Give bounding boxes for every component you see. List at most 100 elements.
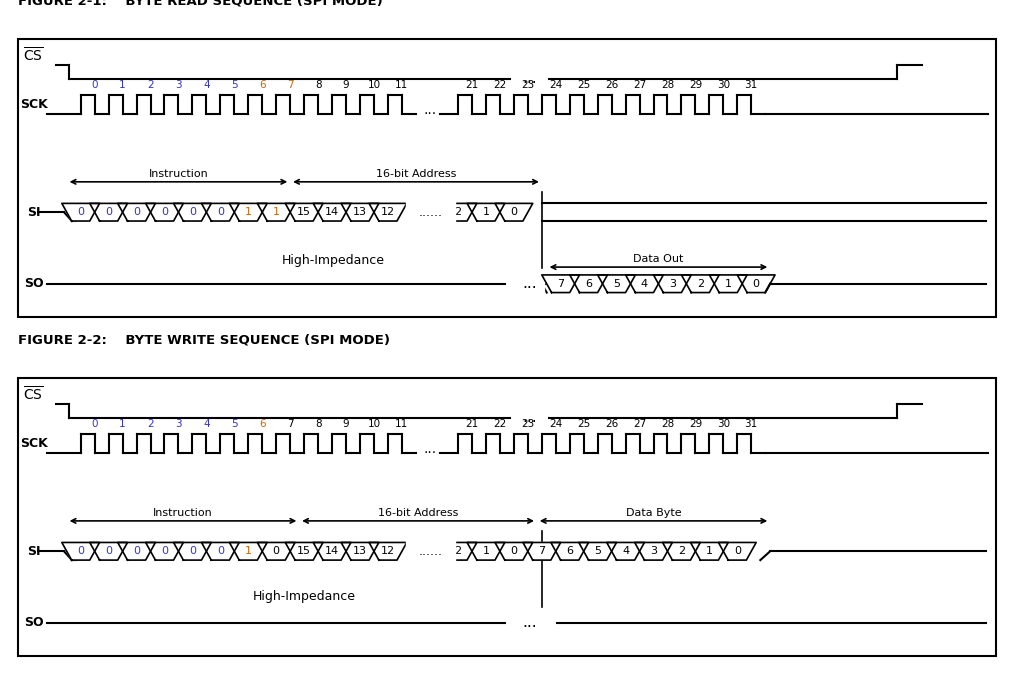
Text: 16-bit Address: 16-bit Address	[378, 508, 458, 518]
Polygon shape	[653, 275, 692, 293]
Text: 11: 11	[395, 80, 409, 90]
Text: 4: 4	[203, 419, 210, 429]
Text: 3: 3	[650, 546, 657, 556]
Text: 31: 31	[744, 80, 757, 90]
Text: 1: 1	[273, 207, 280, 217]
Text: ...: ...	[522, 410, 536, 426]
Polygon shape	[202, 203, 239, 221]
Text: 15: 15	[297, 207, 311, 217]
Text: 5: 5	[594, 546, 601, 556]
Polygon shape	[229, 203, 267, 221]
Polygon shape	[341, 543, 379, 560]
Text: 14: 14	[325, 546, 339, 556]
Text: 11: 11	[395, 419, 409, 429]
Text: 1: 1	[483, 546, 490, 556]
Text: High-Impedance: High-Impedance	[252, 590, 356, 603]
Text: 0: 0	[105, 546, 113, 556]
Text: 2: 2	[454, 207, 461, 217]
Text: 25: 25	[577, 419, 590, 429]
Text: 23: 23	[521, 80, 534, 90]
Text: SO: SO	[24, 277, 44, 290]
Text: $\overline{\mathrm{CS}}$: $\overline{\mathrm{CS}}$	[23, 385, 44, 403]
Text: 3: 3	[175, 419, 182, 429]
Polygon shape	[691, 543, 728, 560]
Text: ...: ...	[424, 442, 437, 456]
Polygon shape	[258, 543, 295, 560]
Polygon shape	[541, 275, 580, 293]
Text: SO: SO	[24, 617, 44, 629]
Text: 22: 22	[493, 80, 507, 90]
Text: 2: 2	[454, 546, 461, 556]
Text: 0: 0	[161, 207, 168, 217]
Text: 2: 2	[147, 80, 154, 90]
Polygon shape	[90, 543, 128, 560]
Text: 27: 27	[633, 80, 646, 90]
Text: 0: 0	[752, 279, 759, 289]
Text: 8: 8	[314, 419, 321, 429]
Text: 29: 29	[689, 80, 702, 90]
Text: 27: 27	[633, 419, 646, 429]
Text: 1: 1	[120, 80, 126, 90]
Polygon shape	[606, 543, 645, 560]
Text: 28: 28	[661, 80, 674, 90]
Text: 9: 9	[343, 419, 350, 429]
Polygon shape	[90, 203, 128, 221]
Polygon shape	[719, 543, 756, 560]
Text: 25: 25	[577, 80, 590, 90]
Polygon shape	[173, 543, 211, 560]
Polygon shape	[313, 543, 351, 560]
Text: ...: ...	[522, 71, 536, 86]
Polygon shape	[369, 203, 407, 221]
Text: 0: 0	[189, 207, 196, 217]
Polygon shape	[369, 543, 407, 560]
Polygon shape	[681, 275, 719, 293]
Polygon shape	[579, 543, 617, 560]
Text: FIGURE 2-1:    BYTE READ SEQUENCE (SPI MODE): FIGURE 2-1: BYTE READ SEQUENCE (SPI MODE…	[18, 0, 382, 8]
Text: FIGURE 2-2:    BYTE WRITE SEQUENCE (SPI MODE): FIGURE 2-2: BYTE WRITE SEQUENCE (SPI MOD…	[18, 334, 390, 347]
Text: 12: 12	[381, 207, 395, 217]
Text: 26: 26	[605, 80, 619, 90]
Text: 23: 23	[521, 419, 534, 429]
Text: $\overline{\mathrm{CS}}$: $\overline{\mathrm{CS}}$	[23, 46, 44, 64]
Text: 0: 0	[217, 546, 224, 556]
Polygon shape	[313, 203, 351, 221]
Text: 24: 24	[550, 80, 563, 90]
Text: 30: 30	[717, 419, 730, 429]
Text: 2: 2	[678, 546, 685, 556]
Polygon shape	[285, 543, 323, 560]
Text: 0: 0	[217, 207, 224, 217]
Text: 0: 0	[734, 546, 741, 556]
Text: SCK: SCK	[20, 437, 48, 450]
Text: 7: 7	[287, 80, 293, 90]
Text: ...: ...	[522, 276, 536, 291]
Text: SI: SI	[27, 545, 41, 558]
Text: 6: 6	[566, 546, 573, 556]
Text: 4: 4	[203, 80, 210, 90]
Text: 0: 0	[91, 80, 98, 90]
Text: 10: 10	[367, 80, 380, 90]
Polygon shape	[570, 275, 607, 293]
Text: 5: 5	[231, 419, 237, 429]
Text: 1: 1	[244, 207, 251, 217]
Polygon shape	[551, 543, 588, 560]
Text: Instruction: Instruction	[149, 169, 208, 179]
Polygon shape	[439, 203, 477, 221]
Text: 22: 22	[493, 419, 507, 429]
Polygon shape	[118, 203, 155, 221]
Polygon shape	[523, 543, 561, 560]
Polygon shape	[173, 203, 211, 221]
Text: 12: 12	[381, 546, 395, 556]
Text: 31: 31	[744, 419, 757, 429]
Text: High-Impedance: High-Impedance	[282, 254, 385, 267]
Text: 0: 0	[77, 207, 84, 217]
Text: 1: 1	[244, 546, 251, 556]
Text: 1: 1	[725, 279, 732, 289]
Text: 4: 4	[622, 546, 629, 556]
Text: 24: 24	[550, 419, 563, 429]
Polygon shape	[597, 275, 636, 293]
Text: 14: 14	[325, 207, 339, 217]
Text: 13: 13	[353, 546, 367, 556]
Text: 0: 0	[91, 419, 98, 429]
Text: 13: 13	[353, 207, 367, 217]
Polygon shape	[737, 275, 775, 293]
